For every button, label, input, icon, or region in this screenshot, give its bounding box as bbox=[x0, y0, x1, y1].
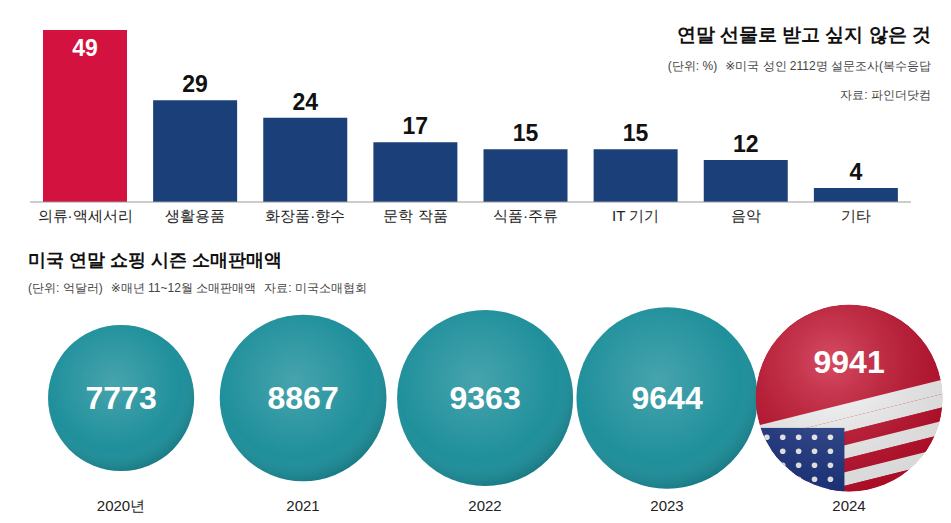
svg-text:24: 24 bbox=[292, 89, 318, 115]
html-text:(단위: 억달러): (단위: 억달러) bbox=[28, 281, 103, 295]
svg-text:2023: 2023 bbox=[650, 497, 683, 514]
html-text:※매년 11~12월 소매판매액: ※매년 11~12월 소매판매액 bbox=[110, 281, 257, 295]
svg-text:IT 기기: IT 기기 bbox=[612, 207, 659, 224]
svg-text:2020년: 2020년 bbox=[97, 497, 145, 514]
html-text:자료: 파인더닷컴: 자료: 파인더닷컴 bbox=[840, 88, 931, 102]
svg-text:4: 4 bbox=[849, 159, 862, 185]
svg-text:29: 29 bbox=[182, 71, 208, 97]
html-text:(단위: %): (단위: %) bbox=[667, 59, 718, 73]
svg-text:의류·액세서리: 의류·액세서리 bbox=[38, 207, 133, 224]
svg-text:12: 12 bbox=[733, 131, 759, 157]
svg-text:기타: 기타 bbox=[841, 207, 871, 224]
svg-text:49: 49 bbox=[72, 35, 98, 61]
svg-text:7773: 7773 bbox=[86, 380, 157, 416]
svg-text:2021: 2021 bbox=[286, 497, 319, 514]
html-text:미국 연말 쇼핑 시즌 소매판매액: 미국 연말 쇼핑 시즌 소매판매액 bbox=[28, 250, 282, 270]
svg-text:15: 15 bbox=[513, 120, 539, 146]
svg-text:생활용품: 생활용품 bbox=[165, 207, 225, 224]
svg-text:2024: 2024 bbox=[832, 497, 865, 514]
svg-text:17: 17 bbox=[403, 113, 429, 139]
svg-text:음악: 음악 bbox=[731, 207, 761, 224]
html-text:연말 선물로 받고 싶지 않은 것: 연말 선물로 받고 싶지 않은 것 bbox=[676, 24, 931, 45]
svg-text:2022: 2022 bbox=[468, 497, 501, 514]
svg-text:9644: 9644 bbox=[632, 380, 703, 416]
html-text:※미국 성인 2112명 설문조사(복수응답: ※미국 성인 2112명 설문조사(복수응답 bbox=[725, 59, 931, 73]
svg-text:9363: 9363 bbox=[450, 380, 521, 416]
html-text:자료: 미국소매협회: 자료: 미국소매협회 bbox=[264, 281, 367, 295]
svg-text:9941: 9941 bbox=[814, 344, 885, 380]
svg-text:8867: 8867 bbox=[268, 380, 339, 416]
svg-text:15: 15 bbox=[623, 120, 649, 146]
svg-text:화장품·향수: 화장품·향수 bbox=[265, 207, 345, 224]
svg-text:식품·주류: 식품·주류 bbox=[493, 207, 558, 224]
svg-text:문학 작품: 문학 작품 bbox=[383, 207, 447, 224]
